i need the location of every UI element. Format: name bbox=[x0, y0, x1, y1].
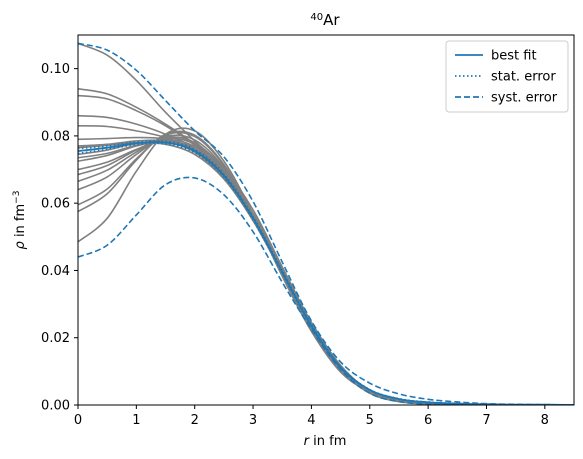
x-axis-label: r in fm bbox=[304, 434, 347, 449]
y-tick-label: 0.04 bbox=[41, 264, 70, 279]
y-tick-label: 0.08 bbox=[41, 129, 70, 144]
stat-error-lower-curve bbox=[78, 142, 574, 405]
stat-error-upper-curve bbox=[78, 139, 574, 405]
chart-title: 40Ar bbox=[310, 11, 340, 29]
x-tick-label: 7 bbox=[482, 413, 490, 428]
best-fit-curve bbox=[78, 141, 574, 405]
x-tick-label: 0 bbox=[74, 413, 82, 428]
syst-error-lower-curve bbox=[78, 176, 574, 405]
axes: 0 1 2 3 4 5 6 7 8 0.00 0.02 0.04 0.06 0.08 0.10 bbox=[41, 34, 575, 428]
x-tick-label: 6 bbox=[424, 413, 432, 428]
legend-box bbox=[445, 40, 569, 113]
legend-label-dashed: syst. error bbox=[491, 91, 558, 106]
y-tick-label: 0.02 bbox=[41, 331, 70, 346]
x-tick-label: 2 bbox=[191, 413, 199, 428]
legend: best fit stat. error syst. error bbox=[445, 40, 569, 113]
legend-label-dotted: stat. error bbox=[491, 70, 556, 85]
ensemble-curves bbox=[78, 42, 487, 405]
legend-label-solid: best fit bbox=[491, 49, 537, 64]
plot-frame bbox=[77, 34, 575, 406]
x-tick-label: 1 bbox=[132, 413, 140, 428]
fit-curves bbox=[78, 42, 574, 405]
y-tick-label: 0.10 bbox=[41, 62, 70, 77]
ensemble-curve-1 bbox=[78, 88, 487, 405]
chart-title-superscript: 40 bbox=[310, 12, 323, 23]
ensemble-curve-0 bbox=[78, 42, 487, 405]
x-tick-label: 8 bbox=[541, 413, 549, 428]
y-tick-label: 0.06 bbox=[41, 197, 70, 212]
y-tick-label: 0.00 bbox=[41, 399, 70, 414]
x-tick-label: 4 bbox=[307, 413, 315, 428]
x-tick-label: 3 bbox=[249, 413, 257, 428]
x-tick-label: 5 bbox=[366, 413, 374, 428]
y-axis-label: ρ in fm−3 bbox=[12, 191, 28, 250]
chart-title-main: Ar bbox=[323, 11, 340, 29]
